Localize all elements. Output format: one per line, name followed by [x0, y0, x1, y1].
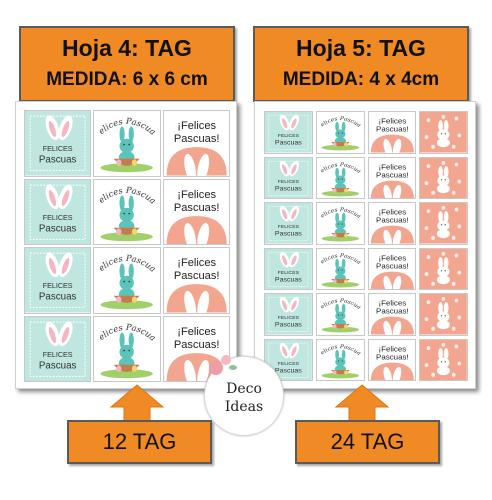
svg-text:¡Felices: ¡Felices: [378, 253, 406, 261]
exclaim-felices-pascuas-tag: ¡Felices Pascuas!: [367, 338, 417, 381]
svg-text:FELICES: FELICES: [43, 145, 73, 153]
felices-pascuas-ears-tag: FELICES Pascuas: [24, 247, 92, 314]
svg-text:¡Felices: ¡Felices: [378, 344, 406, 352]
svg-text:¡Felices: ¡Felices: [378, 117, 406, 125]
svg-text:¡Felices: ¡Felices: [378, 162, 406, 170]
exclaim-felices-pascuas-tag: ¡Felices Pascuas!: [367, 293, 417, 336]
svg-text:FELICES: FELICES: [278, 179, 299, 185]
bunny-pattern-tag: [419, 293, 468, 336]
bunny-pattern-tag: [419, 156, 468, 199]
bunny-basket-tag: Felices Pascuas: [315, 111, 365, 154]
svg-text:FELICES: FELICES: [43, 214, 73, 222]
felices-pascuas-ears-tag: FELICES Pascuas: [264, 156, 313, 199]
svg-text:Pascuas: Pascuas: [275, 276, 303, 282]
left-count-box: 12 TAG: [67, 420, 212, 464]
bunny-basket-tag: Felices Pascuas: [93, 110, 161, 177]
bunny-basket-tag: Felices Pascuas: [315, 247, 365, 290]
svg-text:FELICES: FELICES: [43, 351, 73, 359]
svg-text:Pascuas!: Pascuas!: [174, 339, 220, 351]
svg-text:FELICES: FELICES: [278, 315, 299, 321]
svg-text:FELICES: FELICES: [278, 270, 299, 276]
svg-text:Pascuas!: Pascuas!: [174, 133, 220, 145]
svg-text:Pascuas!: Pascuas!: [174, 202, 220, 214]
felices-pascuas-ears-tag: FELICES Pascuas: [24, 110, 92, 177]
bunny-basket-tag: Felices Pascuas: [315, 156, 365, 199]
right-up-arrow-icon: [334, 384, 390, 427]
svg-text:FELICES: FELICES: [43, 282, 73, 290]
flower-icon: [209, 361, 223, 375]
svg-text:Pascuas!: Pascuas!: [376, 261, 409, 269]
deco-ideas-logo: Deco Ideas: [204, 355, 284, 436]
svg-text:Pascuas: Pascuas: [39, 223, 77, 234]
right-banner-size: MEDIDA: 4 x 4cm: [282, 69, 440, 90]
svg-text:¡Felices: ¡Felices: [177, 120, 216, 132]
exclaim-felices-pascuas-tag: ¡Felices Pascuas!: [367, 202, 417, 245]
svg-text:Pascuas!: Pascuas!: [376, 352, 409, 360]
right-banner-title: Hoja 5: TAG: [296, 35, 426, 61]
bunny-basket-tag: Felices Pascuas: [93, 315, 161, 382]
exclaim-felices-pascuas-tag: ¡Felices Pascuas!: [367, 111, 417, 154]
right-banner: Hoja 5: TAG MEDIDA: 4 x 4cm: [253, 26, 469, 102]
svg-text:Pascuas: Pascuas: [275, 140, 303, 146]
logo-line-2: Ideas: [224, 399, 264, 415]
logo-line-1: Deco: [226, 381, 262, 397]
svg-text:Pascuas: Pascuas: [275, 322, 303, 328]
exclaim-felices-pascuas-tag: ¡Felices Pascuas!: [367, 156, 417, 199]
svg-text:FELICES: FELICES: [278, 361, 299, 367]
svg-text:Pascuas!: Pascuas!: [376, 216, 409, 224]
svg-text:FELICES: FELICES: [278, 133, 299, 139]
bunny-basket-tag: Felices Pascuas: [93, 247, 161, 314]
bunny-pattern-tag: [419, 247, 468, 290]
svg-text:Pascuas: Pascuas: [39, 155, 77, 166]
felices-pascuas-ears-tag: FELICES Pascuas: [24, 178, 92, 245]
svg-text:Pascuas!: Pascuas!: [174, 270, 220, 282]
svg-text:Pascuas: Pascuas: [275, 231, 303, 237]
svg-text:¡Felices: ¡Felices: [378, 299, 406, 307]
bunny-basket-tag: Felices Pascuas: [315, 202, 365, 245]
bunny-basket-tag: Felices Pascuas: [315, 338, 365, 381]
bunny-basket-tag: Felices Pascuas: [93, 178, 161, 245]
svg-text:FELICES: FELICES: [278, 224, 299, 230]
felices-pascuas-ears-tag: FELICES Pascuas: [264, 293, 313, 336]
svg-text:Pascuas!: Pascuas!: [376, 125, 409, 133]
svg-text:Pascuas: Pascuas: [275, 185, 303, 191]
svg-text:¡Felices: ¡Felices: [177, 326, 216, 338]
left-banner-size: MEDIDA: 6 x 6 cm: [46, 69, 208, 90]
svg-text:Pascuas!: Pascuas!: [376, 307, 409, 315]
svg-text:Pascuas: Pascuas: [39, 292, 77, 303]
svg-text:¡Felices: ¡Felices: [177, 257, 216, 269]
exclaim-felices-pascuas-tag: ¡Felices Pascuas!: [162, 110, 230, 177]
bunny-pattern-tag: [419, 202, 468, 245]
exclaim-felices-pascuas-tag: ¡Felices Pascuas!: [162, 247, 230, 314]
flower-icon: [221, 355, 231, 365]
leaf-icon: [229, 365, 237, 370]
left-sheet: FELICES Pascuas Felices Pascuas ¡Felices…: [15, 101, 237, 389]
exclaim-felices-pascuas-tag: ¡Felices Pascuas!: [162, 178, 230, 245]
bunny-pattern-tag: [419, 338, 468, 381]
svg-text:Pascuas: Pascuas: [39, 360, 77, 371]
bunny-pattern-tag: [419, 111, 468, 154]
left-banner-title: Hoja 4: TAG: [62, 35, 192, 61]
svg-text:¡Felices: ¡Felices: [177, 189, 216, 201]
felices-pascuas-ears-tag: FELICES Pascuas: [24, 315, 92, 382]
right-sheet: FELICES Pascuas Felices Pascuas ¡Felices…: [254, 101, 476, 389]
felices-pascuas-ears-tag: FELICES Pascuas: [264, 247, 313, 290]
left-up-arrow-icon: [109, 384, 165, 427]
svg-text:Pascuas: Pascuas: [275, 367, 303, 373]
bunny-basket-tag: Felices Pascuas: [315, 293, 365, 336]
left-banner: Hoja 4: TAG MEDIDA: 6 x 6 cm: [19, 26, 235, 102]
svg-text:Pascuas!: Pascuas!: [376, 170, 409, 178]
felices-pascuas-ears-tag: FELICES Pascuas: [264, 111, 313, 154]
right-count-box: 24 TAG: [295, 420, 440, 464]
exclaim-felices-pascuas-tag: ¡Felices Pascuas!: [367, 247, 417, 290]
svg-text:¡Felices: ¡Felices: [378, 208, 406, 216]
felices-pascuas-ears-tag: FELICES Pascuas: [264, 202, 313, 245]
